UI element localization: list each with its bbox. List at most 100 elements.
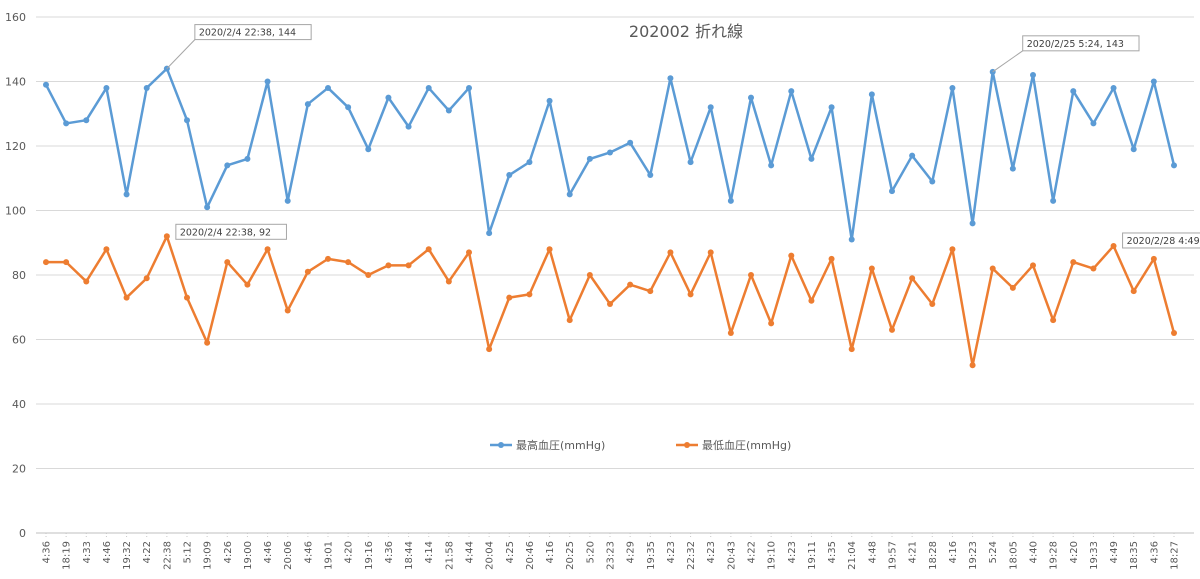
legend-item-2: 最低血圧(mmHg)	[676, 438, 791, 452]
x-tick-label: 19:16	[364, 541, 375, 570]
data-point	[909, 275, 916, 282]
data-callout: 2020/2/28 4:49, 89	[1122, 232, 1200, 249]
x-tick-label: 4:20	[1069, 541, 1080, 563]
data-point	[687, 291, 694, 298]
x-tick-label: 4:36	[1149, 541, 1160, 563]
data-point	[909, 152, 916, 159]
data-point	[607, 149, 613, 156]
data-point	[989, 265, 996, 272]
x-tick-label: 4:29	[626, 541, 637, 563]
y-tick-label: 100	[5, 205, 26, 218]
data-point	[204, 204, 211, 211]
x-tick-label: 18:35	[1129, 541, 1140, 570]
x-tick-label: 19:28	[1049, 541, 1060, 570]
x-tick-label: 4:44	[465, 541, 476, 563]
data-point	[445, 278, 452, 285]
data-point	[445, 107, 452, 114]
x-tick-label: 4:40	[1029, 541, 1040, 563]
series-2	[43, 233, 1177, 369]
data-point	[486, 346, 493, 353]
callout-label: 2020/2/25 5:24, 143	[1027, 39, 1124, 50]
data-point	[889, 188, 895, 195]
data-point	[848, 236, 855, 243]
x-tick-label: 18:44	[404, 541, 415, 570]
y-tick-label: 0	[19, 527, 26, 540]
data-point	[385, 94, 392, 101]
data-point	[949, 84, 956, 91]
x-tick-label: 4:14	[424, 541, 435, 563]
x-tick-label: 4:49	[1109, 541, 1120, 563]
data-point	[163, 233, 170, 240]
x-tick-label: 19:23	[968, 541, 979, 570]
data-point	[1150, 78, 1157, 85]
data-point	[103, 246, 110, 253]
data-point	[727, 330, 734, 337]
x-tick-label: 4:23	[787, 541, 798, 563]
data-point	[1070, 259, 1077, 266]
data-point	[425, 84, 432, 91]
data-point	[647, 172, 654, 179]
x-tick-label: 4:23	[666, 541, 677, 563]
x-tick-label: 4:21	[908, 541, 919, 563]
data-point	[1130, 288, 1137, 295]
x-tick-label: 4:36	[384, 541, 395, 563]
callout-box	[1022, 35, 1140, 52]
data-point	[1090, 265, 1097, 272]
data-point	[123, 191, 130, 198]
x-tick-label: 18:19	[62, 541, 73, 570]
data-point	[405, 123, 412, 130]
data-callout: 2020/2/4 22:38, 144	[166, 24, 312, 69]
x-tick-label: 20:43	[726, 541, 737, 570]
data-point	[566, 317, 573, 324]
data-point	[184, 294, 190, 301]
data-point	[506, 294, 513, 301]
callout-box	[194, 24, 312, 41]
series-line	[46, 235, 1176, 367]
data-point	[707, 104, 714, 111]
x-tick-label: 18:05	[1008, 541, 1019, 570]
x-axis: 4:36 18:19 4:33 4:46 19:32 4:22 22:38 5:12 19:09…	[42, 533, 1181, 570]
data-point	[1150, 255, 1157, 262]
data-point	[204, 339, 211, 346]
x-tick-label: 19:00	[243, 541, 254, 570]
data-point	[808, 297, 815, 304]
x-tick-label: 19:32	[122, 541, 133, 570]
x-tick-label: 21:04	[847, 541, 858, 570]
data-point	[325, 255, 331, 262]
data-point	[1030, 262, 1036, 269]
data-point	[103, 84, 110, 91]
x-tick-label: 4:22	[747, 541, 758, 563]
x-tick-label: 4:33	[82, 541, 93, 563]
data-point	[828, 255, 835, 262]
data-point	[889, 326, 895, 333]
data-point	[466, 249, 472, 256]
y-tick-label: 20	[12, 463, 26, 476]
data-point	[425, 246, 432, 253]
series-1	[43, 65, 1177, 243]
data-point	[566, 191, 573, 198]
data-point	[586, 272, 593, 278]
legend-marker	[498, 442, 504, 448]
x-tick-label: 4:48	[867, 541, 878, 563]
x-tick-label: 22:32	[686, 541, 697, 570]
data-point	[224, 259, 231, 266]
data-point	[969, 220, 976, 227]
data-point	[325, 84, 331, 91]
data-point	[546, 246, 553, 253]
data-point	[244, 281, 251, 288]
data-point	[748, 272, 754, 278]
data-point	[83, 278, 90, 285]
data-point	[949, 246, 956, 253]
data-point	[687, 159, 694, 166]
data-point	[808, 155, 815, 162]
data-point	[143, 84, 150, 91]
data-point	[1070, 88, 1077, 95]
data-point	[929, 301, 936, 308]
data-point	[526, 291, 533, 298]
data-point	[43, 81, 49, 88]
x-tick-label: 4:20	[344, 541, 355, 563]
data-point	[486, 230, 493, 237]
data-point	[506, 172, 513, 179]
x-tick-label: 20:06	[283, 541, 294, 570]
x-tick-label: 22:38	[162, 541, 173, 570]
